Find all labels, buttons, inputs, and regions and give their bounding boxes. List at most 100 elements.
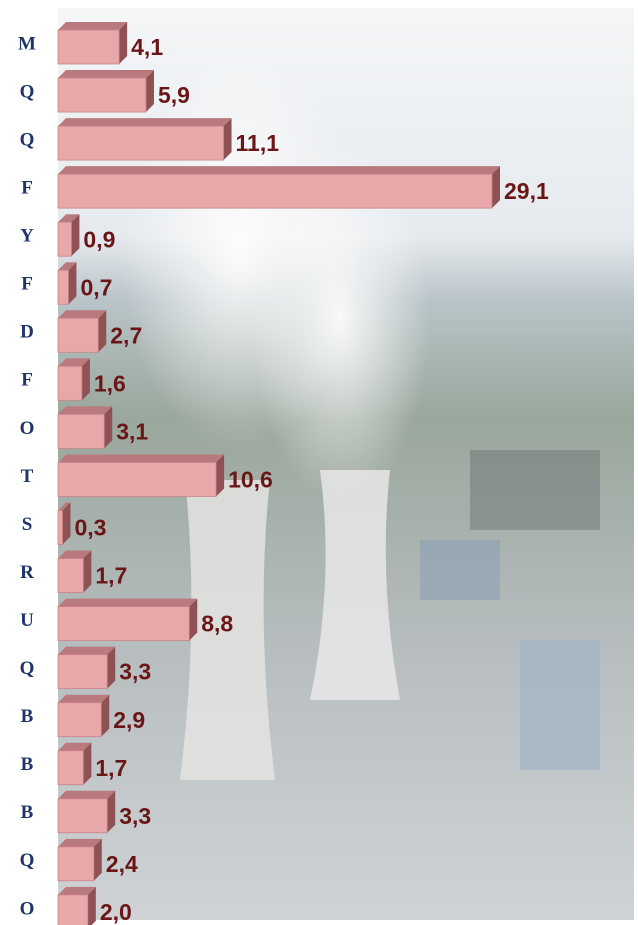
bar-front [57, 29, 120, 65]
category-label: O [20, 898, 35, 919]
bar-side [492, 166, 500, 209]
bar-side [68, 262, 77, 305]
category-label: F [21, 370, 33, 391]
bar-top [58, 502, 71, 511]
bar-side [62, 502, 71, 545]
bar-side [119, 22, 128, 64]
bar-front [57, 894, 89, 925]
bar-top [58, 598, 198, 607]
bar-top [58, 742, 92, 751]
bar-top [58, 838, 102, 847]
bar-side [83, 742, 92, 785]
bar-side [87, 886, 96, 925]
bar-front [57, 558, 84, 593]
category-label: M [18, 33, 36, 54]
value-label: 3,3 [119, 803, 151, 829]
bar-front [57, 846, 95, 882]
bar-top [58, 886, 96, 895]
bar-front [57, 510, 63, 545]
bar-side [104, 406, 113, 449]
value-label: 0,3 [74, 515, 106, 541]
bar-side [145, 70, 154, 113]
bar [57, 598, 198, 641]
bar-side [81, 358, 90, 401]
bar-top [58, 790, 116, 799]
category-label: B [21, 754, 34, 775]
bar-side [98, 310, 107, 353]
value-label: 3,1 [116, 418, 148, 444]
bar [57, 742, 92, 786]
bar-top [58, 358, 90, 367]
value-label: 5,9 [158, 82, 190, 108]
bar-top [58, 22, 128, 30]
category-label: D [20, 322, 34, 343]
bar [57, 502, 71, 545]
bar [57, 70, 154, 113]
bar-front [57, 702, 102, 738]
value-label: 2,7 [110, 322, 142, 348]
bar-top [58, 166, 500, 175]
category-label: U [20, 610, 34, 631]
value-label: 1,7 [95, 563, 127, 589]
bar-top [58, 550, 92, 559]
category-label: B [21, 802, 34, 823]
bar [57, 358, 90, 401]
bar [57, 214, 80, 257]
bar-front [57, 750, 84, 786]
bar-side [223, 118, 232, 161]
value-label: 1,7 [95, 755, 127, 781]
bar-front [57, 365, 83, 401]
value-label: 8,8 [201, 611, 233, 637]
bar [57, 550, 92, 593]
bar [57, 790, 116, 834]
category-label: S [22, 514, 33, 535]
bar-top [58, 118, 232, 127]
bar [57, 838, 102, 882]
value-label: 4,1 [131, 34, 163, 60]
value-label: 0,7 [80, 274, 112, 300]
bar-top [58, 214, 80, 223]
category-label: O [20, 418, 35, 439]
bar-top [58, 262, 77, 271]
bar-front [57, 798, 108, 834]
bar-front [57, 413, 105, 449]
category-label: Q [20, 658, 35, 679]
value-label: 2,0 [100, 899, 132, 925]
bar-side [107, 790, 116, 833]
category-label: Q [20, 129, 35, 150]
bar-side [93, 838, 102, 881]
bar [57, 262, 77, 305]
bar [57, 22, 128, 65]
category-label: T [21, 466, 34, 487]
bar-front [57, 269, 69, 305]
category-label: R [20, 562, 34, 583]
bar-top [58, 694, 110, 703]
bar-top [58, 70, 154, 79]
bar [57, 406, 113, 449]
bar-front [57, 317, 99, 353]
bar-top [58, 310, 107, 319]
category-label: F [21, 274, 33, 295]
category-label: Q [20, 850, 35, 871]
bar-front [57, 654, 108, 690]
value-label: 2,4 [106, 851, 138, 877]
value-label: 0,9 [83, 226, 115, 252]
bar-side [216, 454, 225, 497]
bar-side [189, 598, 198, 641]
category-label: Q [20, 81, 35, 102]
bar [57, 646, 116, 690]
category-label: Y [20, 226, 34, 247]
value-label: 29,1 [504, 178, 549, 204]
bar [57, 166, 500, 209]
background-photo [58, 8, 634, 920]
bar-side [107, 646, 116, 689]
bar [57, 886, 96, 925]
category-label: F [21, 178, 33, 199]
bar-side [101, 694, 110, 737]
bar-front [57, 606, 190, 641]
bar-front [57, 221, 72, 257]
bar [57, 454, 225, 497]
bar-top [58, 454, 225, 463]
value-label: 1,6 [94, 370, 126, 396]
